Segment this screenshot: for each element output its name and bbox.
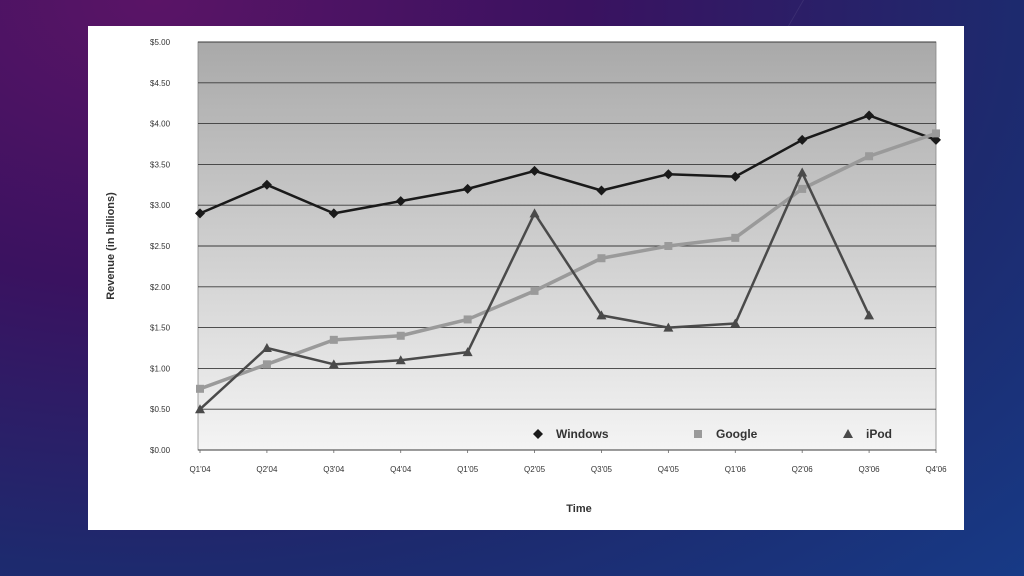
data-point (529, 165, 540, 176)
legend-marker (843, 429, 853, 438)
data-point (864, 310, 875, 320)
legend-item-windows: Windows (533, 427, 609, 441)
data-point (196, 384, 204, 393)
y-tick-label: $0.50 (150, 405, 171, 414)
x-tick-label: Q4'04 (390, 465, 412, 474)
series-google (196, 129, 940, 393)
data-point (596, 310, 607, 320)
data-point (663, 322, 674, 332)
data-point (931, 134, 941, 145)
y-tick-label: $2.50 (150, 242, 171, 251)
legend-marker (533, 429, 543, 439)
data-point (797, 167, 808, 177)
y-tick-label: $4.50 (150, 79, 171, 88)
data-point (597, 254, 606, 263)
series-line (199, 114, 937, 215)
data-point (395, 196, 406, 207)
x-tick-label: Q1'06 (725, 465, 747, 474)
x-axis-title: Time (566, 503, 591, 515)
x-tick-label: Q2'04 (256, 465, 278, 474)
x-tick-label: Q2'05 (524, 465, 546, 474)
data-point (864, 110, 875, 121)
data-point (798, 184, 807, 193)
legend-marker (694, 430, 702, 438)
x-tick-label: Q3'04 (323, 465, 345, 474)
legend-label: iPod (866, 427, 892, 441)
data-point (664, 242, 673, 250)
data-point (462, 347, 473, 357)
data-point (329, 335, 338, 344)
y-tick-label: $0.00 (150, 446, 171, 455)
data-point (529, 208, 540, 218)
y-tick-label: $1.50 (150, 324, 171, 333)
y-tick-label: $3.50 (150, 160, 171, 169)
data-point (463, 315, 472, 324)
data-point (195, 404, 205, 414)
data-point (261, 343, 272, 352)
data-point (663, 169, 674, 180)
legend-item-ipod: iPod (843, 427, 892, 441)
data-point (530, 286, 539, 295)
y-tick-label: $2.00 (150, 283, 171, 292)
x-tick-label: Q3'06 (859, 465, 881, 474)
series-line (199, 131, 937, 391)
data-point (932, 129, 940, 138)
y-axis-title: Revenue (in billions) (105, 192, 117, 300)
data-point (262, 360, 271, 369)
line-chart: $0.00 $0.50 $1.00 $1.50 $2.00 $2.50 $3.00 $3.50… (105, 38, 947, 515)
data-point (865, 152, 874, 161)
data-point (261, 179, 272, 190)
x-tick-label: Q1'05 (457, 465, 479, 474)
data-point (731, 233, 740, 242)
legend-item-google: Google (694, 427, 758, 441)
data-point (195, 208, 205, 219)
data-point (730, 318, 741, 328)
data-point (462, 183, 473, 194)
legend-label: Google (716, 427, 758, 441)
data-point (395, 355, 406, 365)
chart-panel: $0.00 $0.50 $1.00 $1.50 $2.00 $2.50 $3.00 $3.50… (88, 26, 964, 530)
x-tick-label: Q3'05 (591, 465, 613, 474)
x-tick-label: Q4'06 (925, 465, 947, 474)
data-point (596, 185, 607, 196)
legend-label: Windows (556, 427, 609, 441)
y-tick-label: $5.00 (150, 38, 171, 47)
x-tick-label: Q4'05 (658, 465, 680, 474)
data-point (797, 134, 808, 145)
series-windows (195, 110, 941, 219)
data-point (396, 331, 405, 340)
data-point (328, 208, 339, 219)
y-tick-label: $3.00 (150, 201, 171, 210)
data-point (730, 171, 741, 182)
y-tick-label: $1.00 (150, 364, 171, 373)
x-tick-label: Q2'06 (792, 465, 814, 474)
data-point (328, 359, 339, 369)
x-tick-label: Q1'04 (189, 465, 211, 474)
y-tick-label: $4.00 (150, 120, 171, 129)
series-ipod (195, 167, 875, 414)
